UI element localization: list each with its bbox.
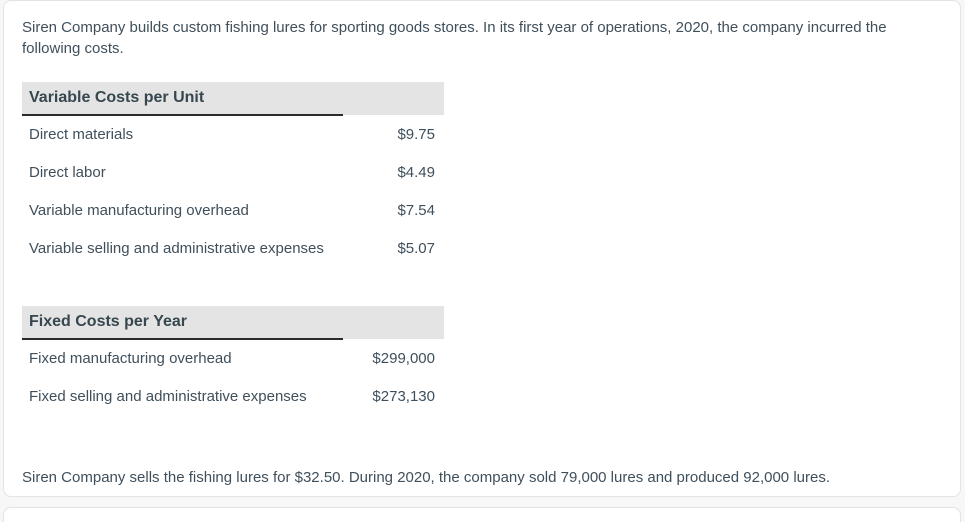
variable-costs-header-spacer: [343, 82, 444, 115]
cost-value: $5.07: [397, 239, 435, 257]
table-row: Variable selling and administrative expe…: [22, 229, 444, 267]
cost-value: $273,130: [372, 387, 435, 405]
table-row: Direct materials $9.75: [22, 115, 444, 153]
cost-value: $7.54: [397, 201, 435, 219]
variable-costs-header-row: Variable Costs per Unit: [22, 82, 444, 116]
problem-statement-card: Siren Company builds custom fishing lure…: [3, 0, 961, 497]
table-row: Direct labor $4.49: [22, 153, 444, 191]
cost-label: Direct labor: [29, 163, 106, 181]
cost-value: $9.75: [397, 125, 435, 143]
cost-value: $4.49: [397, 163, 435, 181]
cost-label: Variable selling and administrative expe…: [29, 239, 324, 257]
variable-costs-title: Variable Costs per Unit: [22, 82, 343, 116]
cost-value: $299,000: [372, 349, 435, 367]
table-row: Variable manufacturing overhead $7.54: [22, 191, 444, 229]
intro-paragraph: Siren Company builds custom fishing lure…: [22, 19, 887, 57]
variable-costs-table: Variable Costs per Unit Direct materials…: [22, 82, 444, 267]
cost-label: Fixed selling and administrative expense…: [29, 387, 307, 405]
cost-label: Variable manufacturing overhead: [29, 201, 249, 219]
cost-label: Fixed manufacturing overhead: [29, 350, 232, 367]
table-row: Fixed selling and administrative expense…: [22, 377, 444, 415]
fixed-costs-header-spacer: [343, 306, 444, 339]
fixed-costs-title: Fixed Costs per Year: [22, 306, 343, 340]
fixed-costs-header-row: Fixed Costs per Year: [22, 306, 444, 340]
table-row: Fixed manufacturing overhead $299,000: [22, 339, 444, 377]
cost-label: Direct materials: [29, 126, 134, 143]
closing-paragraph: Siren Company sells the fishing lures fo…: [22, 469, 830, 486]
fixed-costs-table: Fixed Costs per Year Fixed manufacturing…: [22, 306, 444, 415]
next-card-top-edge: [3, 507, 961, 522]
